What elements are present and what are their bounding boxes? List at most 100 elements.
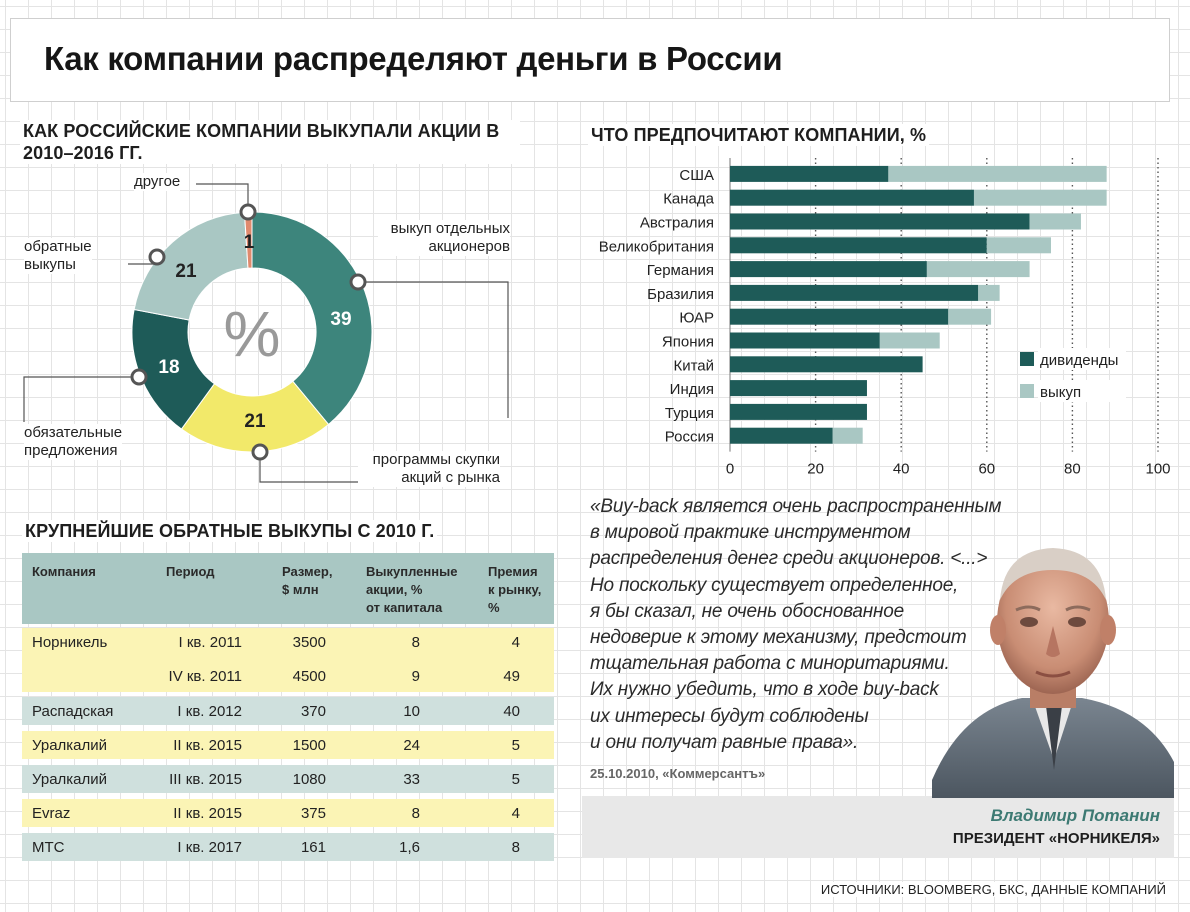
category-4: Германия bbox=[647, 262, 714, 279]
cell-bought: 10 bbox=[403, 703, 420, 720]
value-21-yellow: 21 bbox=[244, 411, 266, 432]
tick-40: 40 bbox=[893, 461, 910, 478]
marker-obyazat bbox=[130, 368, 148, 386]
cell-premium: 4 bbox=[511, 634, 520, 651]
donut-chart: % 39 21 18 21 1 bbox=[23, 183, 509, 483]
table-row: МТС I кв. 2017 161 1,6 8 bbox=[22, 837, 554, 859]
label-vykup-otd: выкуп отдельных акционеров bbox=[378, 220, 510, 256]
cell-company: Распадская bbox=[32, 703, 114, 720]
marker-programmy bbox=[251, 443, 269, 461]
bar-ticks: 0 20 40 60 80 100 bbox=[726, 461, 1171, 478]
bar-categories: США Канада Австралия Великобритания Германия… bbox=[599, 167, 715, 446]
cell-premium: 5 bbox=[511, 771, 520, 788]
cell-company: Evraz bbox=[32, 805, 71, 822]
cell-size: 4500 bbox=[292, 668, 326, 685]
bar-0-11 bbox=[730, 427, 833, 444]
bar-0-0 bbox=[730, 165, 889, 182]
bar-1-7 bbox=[879, 332, 940, 349]
main-title: Как компании распределяют деньги в Росси… bbox=[44, 40, 783, 77]
donut-slices bbox=[131, 211, 373, 453]
legend-swatch-1 bbox=[1020, 384, 1034, 398]
bar-marks bbox=[730, 165, 1107, 444]
table-row: IV кв. 2011 4500 9 49 bbox=[22, 666, 554, 688]
category-1: Канада bbox=[663, 191, 714, 208]
th-period: Период bbox=[166, 564, 215, 579]
legend-swatch-0 bbox=[1020, 352, 1034, 366]
bar-0-2 bbox=[730, 213, 1030, 230]
bar-0-6 bbox=[730, 308, 949, 325]
person-name: Владимир Потанин bbox=[990, 806, 1160, 825]
quote-text: «Buy-back является очень распространенны… bbox=[590, 496, 1002, 753]
cell-company: Уралкалий bbox=[32, 771, 108, 788]
th-size: Размер, $ млн bbox=[282, 564, 333, 597]
cell-period: II кв. 2015 bbox=[173, 805, 242, 822]
cell-period: I кв. 2011 bbox=[178, 634, 242, 651]
cell-bought: 8 bbox=[411, 634, 420, 651]
cell-period: I кв. 2017 bbox=[177, 839, 242, 856]
bar-0-5 bbox=[730, 284, 979, 301]
cell-company: Уралкалий bbox=[32, 737, 108, 754]
category-6: ЮАР bbox=[679, 310, 714, 327]
cell-size: 370 bbox=[300, 703, 326, 720]
cell-period: II кв. 2015 bbox=[173, 737, 242, 754]
cell-period: I кв. 2012 bbox=[177, 703, 242, 720]
cell-size: 3500 bbox=[292, 634, 326, 651]
category-8: Китай bbox=[673, 357, 714, 374]
category-3: Великобритания bbox=[599, 238, 714, 255]
cell-company: МТС bbox=[32, 839, 65, 856]
category-11: Россия bbox=[665, 429, 714, 446]
label-programmy: программы скупки акций с рынка bbox=[358, 451, 500, 487]
label-obratnye: обратные выкупы bbox=[24, 238, 92, 274]
cell-company: Норникель bbox=[32, 634, 108, 651]
cell-bought: 24 bbox=[403, 737, 420, 754]
donut-title: КАК РОССИЙСКИЕ КОМПАНИИ ВЫКУПАЛИ АКЦИИ В… bbox=[20, 120, 520, 164]
bar-0-10 bbox=[730, 403, 867, 420]
bar-0-9 bbox=[730, 380, 867, 397]
table-row-bg bbox=[22, 765, 554, 793]
tick-80: 80 bbox=[1064, 461, 1081, 478]
donut-center-label: % bbox=[224, 298, 281, 370]
bar-1-3 bbox=[986, 237, 1051, 254]
cell-size: 1500 bbox=[292, 737, 326, 754]
label-drugoe: другое bbox=[134, 173, 181, 191]
th-bought: Выкупленные акции, % от капитала bbox=[366, 564, 458, 615]
legend-bg-1 bbox=[1038, 380, 1126, 402]
sources: ИСТОЧНИКИ: BLOOMBERG, БКС, ДАННЫЕ КОМПАН… bbox=[818, 882, 1168, 897]
bar-chart: США Канада Австралия Великобритания Германия… bbox=[599, 158, 1171, 478]
slice-0 bbox=[251, 211, 373, 426]
table-row: Evraz II кв. 2015 375 8 4 bbox=[22, 803, 554, 825]
bar-1-11 bbox=[832, 427, 863, 444]
person-title: ПРЕЗИДЕНТ «НОРНИКЕЛЯ» bbox=[952, 830, 1160, 847]
cell-period: III кв. 2015 bbox=[169, 771, 242, 788]
cell-premium: 4 bbox=[511, 805, 520, 822]
marker-vykup bbox=[349, 273, 367, 291]
bar-0-8 bbox=[730, 356, 923, 373]
bar-title: ЧТО ПРЕДПОЧИТАЮТ КОМПАНИИ, % bbox=[588, 124, 930, 146]
value-18: 18 bbox=[158, 357, 179, 378]
tick-60: 60 bbox=[978, 461, 995, 478]
title-box bbox=[10, 18, 1170, 102]
cell-size: 375 bbox=[300, 805, 326, 822]
slice-1 bbox=[180, 380, 330, 453]
cell-premium: 49 bbox=[503, 668, 520, 685]
buyback-table: Компания Период Размер, $ млн Выкупленные… bbox=[22, 553, 554, 863]
donut-markers bbox=[130, 203, 367, 461]
donut-values: 39 21 18 21 1 bbox=[158, 232, 351, 432]
cell-premium: 8 bbox=[511, 839, 520, 856]
bar-grid bbox=[729, 158, 1159, 452]
marker-obratnye bbox=[148, 248, 166, 266]
table-row: Норникель I кв. 2011 3500 8 4 bbox=[22, 632, 554, 654]
category-7: Япония bbox=[662, 334, 714, 351]
legend-label-0: дивиденды bbox=[1040, 352, 1118, 369]
table-row-bg bbox=[22, 628, 554, 692]
bar-0-1 bbox=[730, 189, 974, 206]
cell-period: IV кв. 2011 bbox=[168, 668, 242, 685]
category-2: Австралия bbox=[640, 215, 714, 232]
table-header: Компания Период Размер, $ млн Выкупленные… bbox=[22, 553, 554, 624]
cell-bought: 33 bbox=[403, 771, 420, 788]
cell-bought: 1,6 bbox=[399, 839, 420, 856]
label-obyazat: обязательные предложения bbox=[24, 424, 123, 460]
table-row-bg bbox=[22, 799, 554, 827]
value-39: 39 bbox=[330, 309, 351, 330]
portrait-photo bbox=[932, 548, 1174, 798]
